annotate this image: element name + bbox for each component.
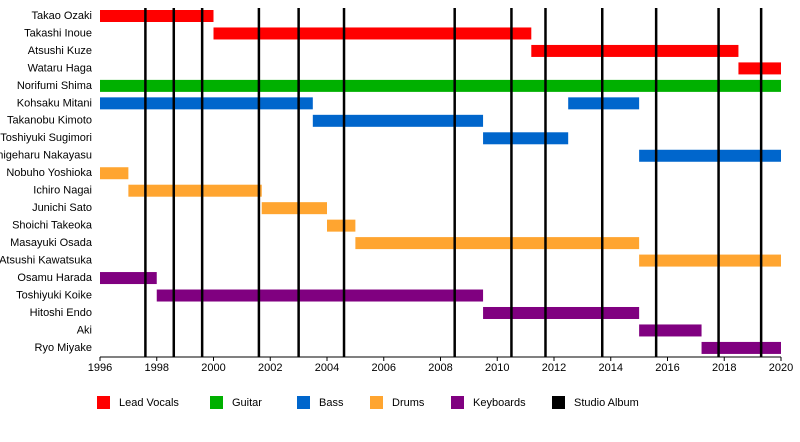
- bar: [639, 254, 781, 267]
- y-tick-label: Nobuho Yoshioka: [6, 167, 93, 179]
- x-tick-label: 2010: [485, 362, 509, 374]
- legend-label: Bass: [319, 397, 344, 409]
- bar: [531, 44, 739, 57]
- y-tick-label: Ichiro Nagai: [33, 185, 92, 197]
- legend-label: Keyboards: [473, 397, 526, 409]
- y-tick-label: Junichi Sato: [32, 202, 92, 214]
- bar: [100, 272, 157, 285]
- bar: [701, 341, 781, 354]
- y-tick-label: Hitoshi Endo: [30, 307, 92, 319]
- bar: [100, 79, 781, 92]
- bar: [355, 237, 640, 250]
- bar: [128, 184, 262, 197]
- bar: [100, 10, 214, 22]
- y-tick-label: Toshiyuki Koike: [16, 289, 92, 301]
- bar: [568, 97, 640, 110]
- y-tick-label: Norifumi Shima: [17, 80, 93, 92]
- bar: [100, 167, 129, 180]
- bar: [312, 114, 484, 127]
- bar: [483, 306, 640, 319]
- y-tick-label: Atsushi Kuze: [28, 45, 92, 57]
- x-tick-label: 2000: [201, 362, 225, 374]
- y-tick-label: Takao Ozaki: [31, 10, 92, 22]
- legend-swatch: [451, 396, 464, 409]
- legend-swatch: [210, 396, 223, 409]
- y-tick-label: Ryo Miyake: [35, 342, 92, 354]
- x-tick-label: 2020: [769, 362, 793, 374]
- bar: [261, 202, 327, 215]
- legend-label: Guitar: [232, 397, 262, 409]
- bar: [738, 62, 781, 75]
- bar: [213, 27, 532, 40]
- y-tick-label: Shigeharu Nakayasu: [0, 150, 92, 162]
- legend-swatch: [552, 396, 565, 409]
- bar: [156, 289, 484, 302]
- legend-label: Lead Vocals: [119, 397, 179, 409]
- y-tick-label: Wataru Haga: [28, 62, 93, 74]
- x-tick-label: 2016: [655, 362, 679, 374]
- bar: [639, 149, 781, 162]
- y-tick-label: Aki: [77, 324, 92, 336]
- legend-swatch: [370, 396, 383, 409]
- x-tick-label: 2006: [372, 362, 396, 374]
- y-tick-label: Takanobu Kimoto: [7, 115, 92, 127]
- x-tick-label: 2014: [599, 362, 623, 374]
- x-tick-label: 2002: [258, 362, 282, 374]
- legend-label: Studio Album: [574, 397, 639, 409]
- x-tick-label: 2012: [542, 362, 566, 374]
- bar: [327, 219, 356, 232]
- y-tick-label: Atsushi Kawatsuka: [0, 254, 93, 266]
- legend-swatch: [297, 396, 310, 409]
- bar: [483, 132, 569, 145]
- y-tick-label: Takashi Inoue: [24, 27, 92, 39]
- x-tick-label: 1998: [145, 362, 169, 374]
- legend-label: Drums: [392, 397, 425, 409]
- x-tick-label: 2004: [315, 362, 339, 374]
- x-tick-label: 2018: [712, 362, 736, 374]
- y-tick-label: Kohsaku Mitani: [17, 97, 92, 109]
- bar: [639, 324, 702, 337]
- y-tick-label: Masayuki Osada: [10, 237, 93, 249]
- y-tick-label: Osamu Harada: [17, 272, 92, 284]
- x-tick-label: 2008: [428, 362, 452, 374]
- y-tick-label: Toshiyuki Sugimori: [0, 132, 92, 144]
- x-tick-label: 1996: [88, 362, 112, 374]
- bar: [100, 97, 313, 110]
- legend-swatch: [97, 396, 110, 409]
- y-tick-label: Shoichi Takeoka: [12, 220, 93, 232]
